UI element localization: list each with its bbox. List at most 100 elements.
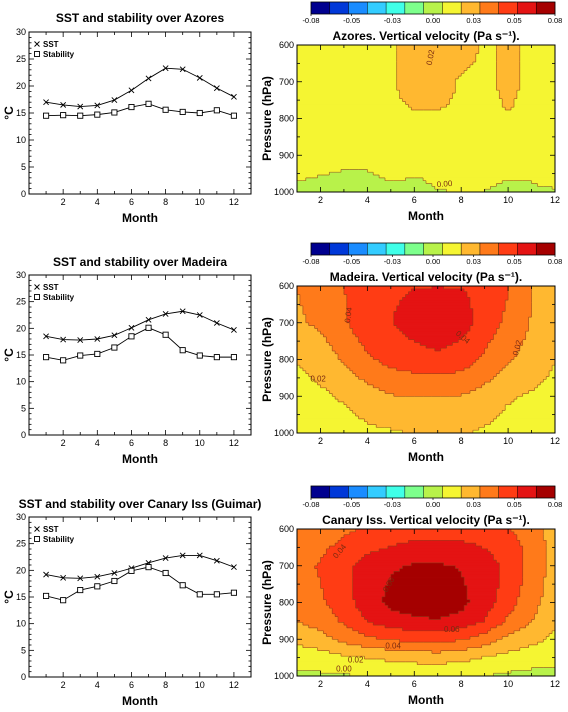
heat-cell bbox=[352, 594, 386, 598]
heat-cell bbox=[519, 73, 556, 77]
heat-cell bbox=[367, 382, 486, 386]
heat-cell bbox=[355, 529, 512, 533]
heat-cell bbox=[320, 557, 362, 561]
y-tick-label: 30 bbox=[16, 27, 26, 37]
colorbar-swatch bbox=[423, 243, 443, 255]
heat-cell bbox=[297, 548, 327, 553]
heat-cell bbox=[511, 670, 556, 674]
heat-cell bbox=[519, 81, 556, 85]
data-point-stability bbox=[77, 587, 84, 594]
x-tick-label: 12 bbox=[550, 195, 560, 205]
heat-cell bbox=[297, 175, 318, 179]
heat-cell bbox=[297, 565, 315, 569]
contour-lines bbox=[297, 529, 556, 677]
heat-cell bbox=[475, 359, 512, 363]
heat-cell bbox=[297, 540, 339, 544]
heat-cell bbox=[537, 384, 556, 389]
heat-cell bbox=[499, 93, 518, 97]
heat-cell bbox=[519, 50, 556, 54]
heat-cell bbox=[297, 47, 398, 52]
heat-cell bbox=[469, 300, 506, 304]
heat-cell bbox=[396, 308, 474, 312]
heat-cell bbox=[481, 644, 530, 649]
heat-cell bbox=[305, 319, 348, 324]
heat-cell bbox=[505, 407, 556, 411]
heat-cell bbox=[546, 554, 556, 558]
heat-cell bbox=[461, 571, 500, 575]
heat-cell bbox=[496, 639, 544, 643]
heat-cell bbox=[481, 545, 524, 550]
data-point-sst bbox=[111, 97, 118, 103]
heat-cell bbox=[299, 302, 348, 307]
x-tick-label: 10 bbox=[503, 679, 513, 689]
heat-cell bbox=[446, 345, 488, 349]
heat-cell bbox=[505, 619, 532, 623]
colorbar-swatch bbox=[329, 486, 349, 498]
x-axis-label: Month bbox=[408, 693, 444, 707]
heat-cell bbox=[297, 410, 354, 414]
heat-cell bbox=[499, 325, 530, 329]
heat-cell bbox=[382, 599, 471, 603]
heat-cell bbox=[440, 650, 509, 654]
x-tick-label: 12 bbox=[550, 436, 560, 446]
heat-cell bbox=[455, 87, 497, 91]
heat-cell bbox=[297, 112, 556, 117]
heat-cell bbox=[499, 585, 521, 589]
heat-cell bbox=[478, 47, 497, 52]
heat-cell bbox=[390, 427, 480, 431]
heat-cell bbox=[297, 588, 324, 592]
heat-cell bbox=[297, 401, 345, 406]
chart-title: SST and stability over Canary Iss (Guima… bbox=[19, 497, 262, 511]
x-tick-label: 6 bbox=[129, 680, 134, 690]
heat-cell bbox=[516, 90, 556, 94]
heat-cell bbox=[320, 560, 359, 564]
heat-cell bbox=[402, 565, 456, 569]
heat-cell bbox=[320, 577, 354, 581]
heat-cell bbox=[384, 588, 468, 592]
data-point-sst bbox=[77, 103, 84, 110]
heatmap-canary: 2 4 6 8 10 12 600 700 800 900 1000 Canary Iss. Vert… bbox=[260, 513, 560, 707]
heat-cell bbox=[534, 387, 556, 391]
heat-cell bbox=[320, 582, 354, 586]
heat-cell bbox=[343, 362, 383, 366]
data-point-sst bbox=[213, 85, 220, 92]
chart-title: SST and stability over Madeira bbox=[53, 255, 227, 269]
heat-cell bbox=[546, 636, 556, 640]
heat-cell bbox=[469, 325, 500, 329]
heat-cell bbox=[297, 554, 324, 558]
heat-cell bbox=[297, 574, 318, 578]
heat-cell bbox=[511, 359, 556, 363]
heat-cell bbox=[297, 421, 368, 425]
heat-cell bbox=[297, 384, 321, 389]
heat-cell bbox=[496, 53, 521, 57]
colorbar-swatch bbox=[386, 2, 406, 14]
heat-cell bbox=[297, 537, 342, 541]
heat-cell bbox=[308, 322, 351, 326]
colorbar-swatch bbox=[423, 2, 443, 14]
series-line-sst bbox=[45, 554, 235, 579]
heat-cell bbox=[297, 399, 339, 403]
heat-cell bbox=[297, 143, 556, 148]
heat-cell bbox=[552, 367, 556, 372]
heat-cell bbox=[332, 610, 362, 615]
x-tick-label: 8 bbox=[459, 679, 464, 689]
heat-cell bbox=[408, 540, 465, 544]
heat-cell bbox=[326, 633, 365, 637]
heat-cell bbox=[297, 543, 336, 547]
y-tick-label: 1000 bbox=[274, 187, 294, 197]
heat-cell bbox=[297, 189, 447, 193]
heat-cell bbox=[335, 351, 368, 355]
heatmap-title: Azores. Vertical velocity (Pa s⁻¹). bbox=[332, 29, 519, 43]
heat-cell bbox=[297, 81, 398, 85]
data-point-sst bbox=[213, 557, 220, 564]
heat-cell bbox=[496, 560, 524, 564]
heat-cell bbox=[326, 387, 380, 391]
heat-cell bbox=[297, 163, 556, 167]
data-point-stability bbox=[213, 354, 220, 361]
heat-cell bbox=[519, 585, 544, 589]
colorbar-swatch bbox=[536, 2, 556, 14]
heat-cell bbox=[349, 367, 398, 372]
heat-cell bbox=[314, 379, 365, 383]
heat-cell bbox=[522, 557, 547, 561]
y-axis-label-azores: °C bbox=[2, 106, 16, 120]
